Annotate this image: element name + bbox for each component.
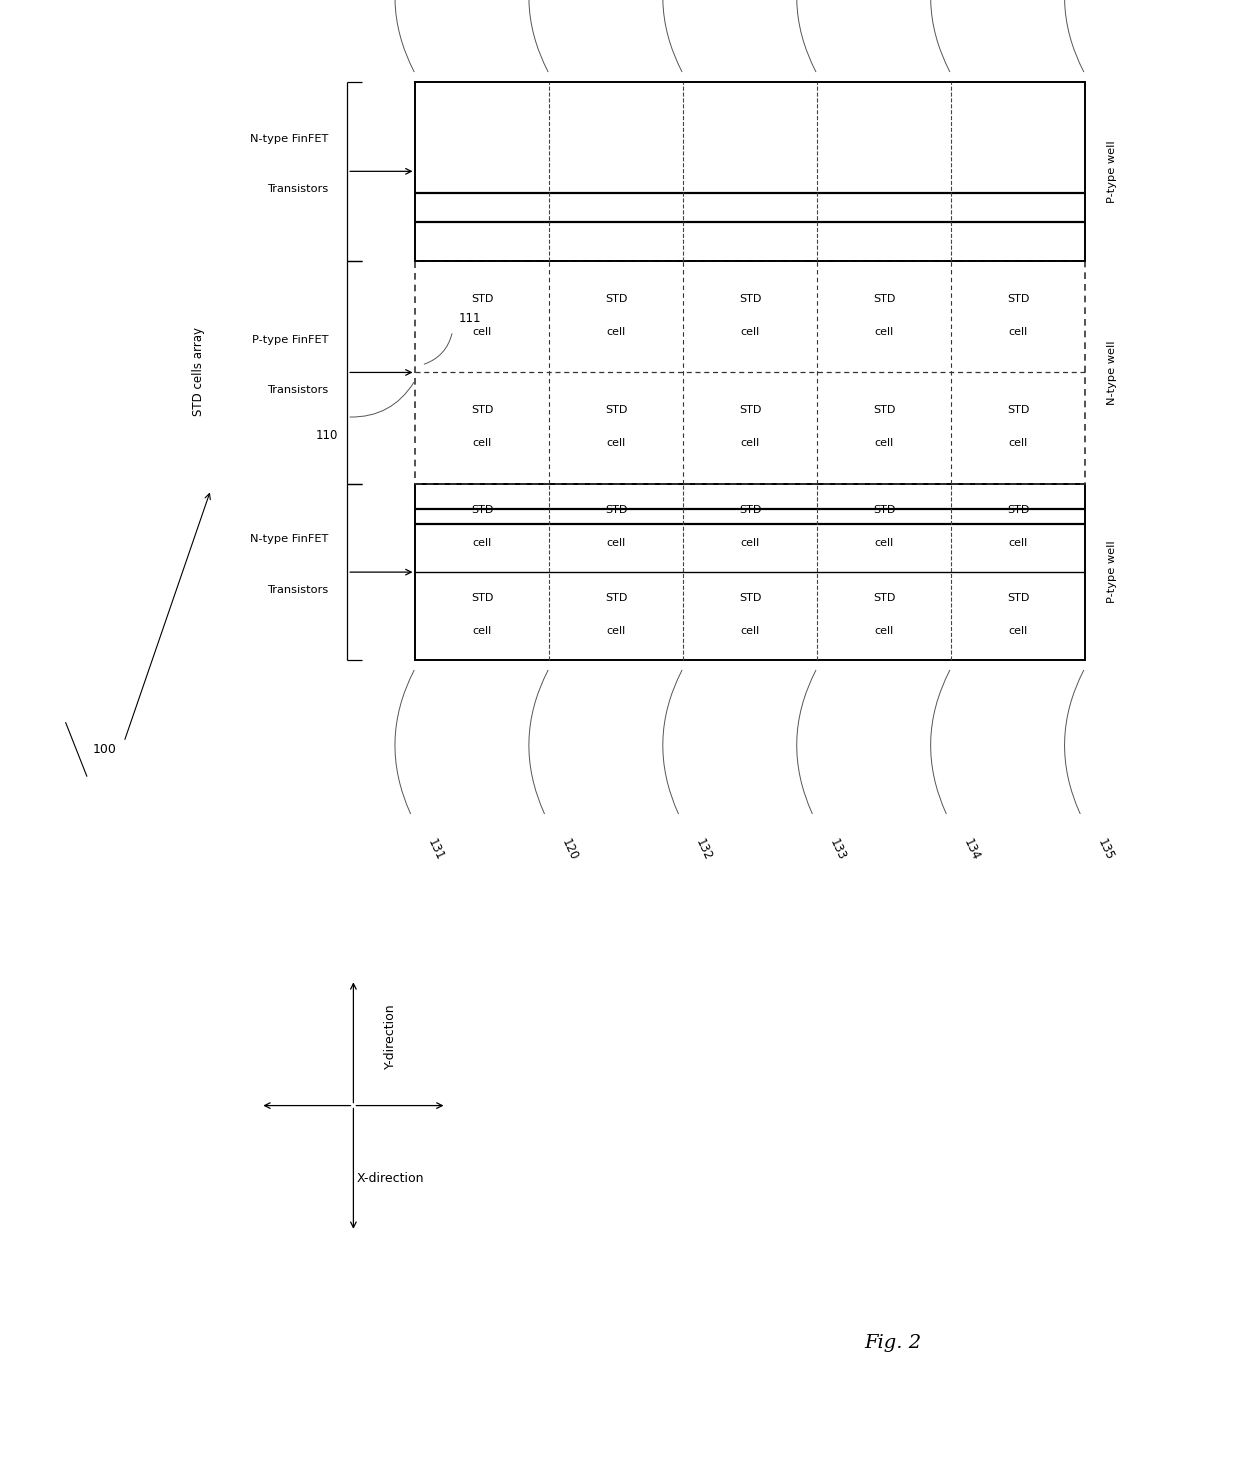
- Text: X-direction: X-direction: [357, 1172, 424, 1186]
- Text: Transistors: Transistors: [268, 585, 329, 595]
- Text: P-type FinFET: P-type FinFET: [252, 335, 329, 344]
- Text: STD: STD: [1007, 594, 1029, 604]
- Text: STD: STD: [1007, 294, 1029, 304]
- Text: cell: cell: [472, 326, 492, 337]
- Bar: [415, 484, 1085, 660]
- Text: STD: STD: [873, 505, 895, 515]
- Text: cell: cell: [1008, 537, 1028, 548]
- Text: cell: cell: [740, 626, 760, 637]
- Text: cell: cell: [606, 626, 626, 637]
- Text: cell: cell: [1008, 438, 1028, 448]
- Text: STD: STD: [873, 594, 895, 604]
- Text: STD cells array: STD cells array: [192, 326, 205, 416]
- Text: Y-direction: Y-direction: [384, 1003, 397, 1068]
- Text: cell: cell: [874, 626, 894, 637]
- Text: cell: cell: [874, 537, 894, 548]
- Text: STD: STD: [739, 594, 761, 604]
- Text: cell: cell: [740, 537, 760, 548]
- Text: 120: 120: [559, 837, 580, 862]
- Text: cell: cell: [472, 626, 492, 637]
- Text: cell: cell: [740, 438, 760, 448]
- Text: STD: STD: [471, 594, 494, 604]
- Text: cell: cell: [874, 326, 894, 337]
- Text: 131: 131: [425, 837, 446, 862]
- Text: STD: STD: [739, 405, 761, 416]
- Text: cell: cell: [472, 438, 492, 448]
- Text: Fig. 2: Fig. 2: [864, 1334, 921, 1352]
- Text: 132: 132: [693, 837, 714, 862]
- Text: cell: cell: [874, 438, 894, 448]
- Text: cell: cell: [606, 326, 626, 337]
- Text: N-type well: N-type well: [1107, 340, 1117, 405]
- Text: STD: STD: [739, 294, 761, 304]
- Text: STD: STD: [873, 405, 895, 416]
- Text: 134: 134: [961, 837, 982, 862]
- Text: cell: cell: [606, 438, 626, 448]
- Text: STD: STD: [1007, 405, 1029, 416]
- Text: cell: cell: [740, 326, 760, 337]
- Bar: [415, 82, 1085, 261]
- Text: 135: 135: [1095, 837, 1116, 862]
- Text: cell: cell: [606, 537, 626, 548]
- Text: P-type well: P-type well: [1107, 540, 1117, 604]
- Text: STD: STD: [471, 294, 494, 304]
- Text: 110: 110: [316, 429, 339, 442]
- Text: STD: STD: [1007, 505, 1029, 515]
- Text: STD: STD: [605, 405, 627, 416]
- Text: STD: STD: [605, 505, 627, 515]
- Text: cell: cell: [1008, 626, 1028, 637]
- Text: STD: STD: [739, 505, 761, 515]
- Text: STD: STD: [873, 294, 895, 304]
- Text: Transistors: Transistors: [268, 184, 329, 194]
- Text: N-type FinFET: N-type FinFET: [250, 134, 329, 144]
- Text: 133: 133: [827, 837, 848, 862]
- Text: STD: STD: [605, 594, 627, 604]
- Text: N-type FinFET: N-type FinFET: [250, 534, 329, 545]
- Text: cell: cell: [1008, 326, 1028, 337]
- Text: STD: STD: [471, 405, 494, 416]
- Text: STD: STD: [471, 505, 494, 515]
- Bar: [415, 261, 1085, 484]
- Text: STD: STD: [605, 294, 627, 304]
- Text: Transistors: Transistors: [268, 386, 329, 395]
- Text: 111: 111: [459, 312, 481, 325]
- Text: P-type well: P-type well: [1107, 139, 1117, 203]
- Text: cell: cell: [472, 537, 492, 548]
- Text: 100: 100: [93, 743, 117, 755]
